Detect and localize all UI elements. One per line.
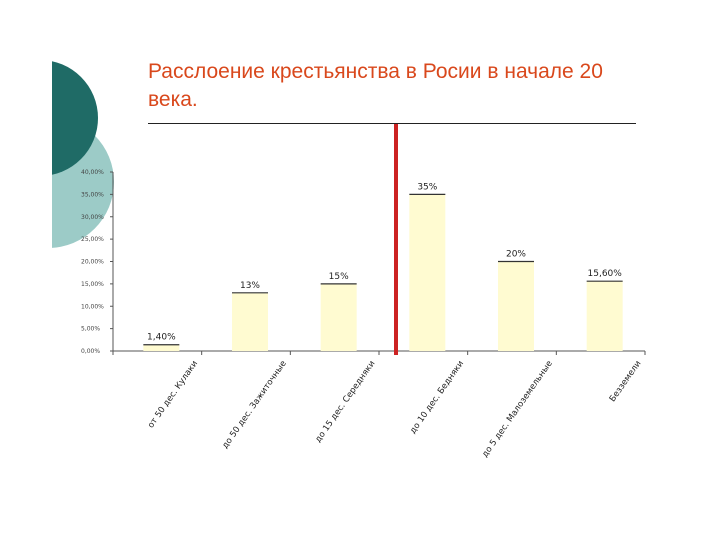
deco-circle-dark (52, 61, 98, 175)
y-tick-label: 15,00% (81, 281, 104, 288)
y-tick-label: 30,00% (81, 214, 104, 221)
y-tick-label: 20,00% (81, 259, 104, 266)
y-tick-label: 0,00% (81, 348, 100, 355)
bars (143, 193, 623, 351)
data-label: 15% (329, 272, 349, 282)
y-axis: 0,00% 5,00% 10,00% 15,00% 20,00% 25,00% 30,00%… (81, 169, 114, 355)
x-axis (112, 350, 646, 355)
y-tick-label: 10,00% (81, 303, 104, 310)
data-label: 1,40% (147, 333, 176, 343)
data-label: 13% (240, 281, 260, 291)
bar (232, 292, 268, 351)
data-label: 35% (417, 182, 437, 192)
bar (586, 281, 623, 351)
y-tick-label: 5,00% (81, 326, 100, 333)
y-tick-label: 25,00% (81, 236, 104, 243)
divider-line (394, 124, 398, 355)
bar (498, 261, 534, 351)
data-labels: 1,40% 13% 15% 35% 20% 15,60% (147, 182, 622, 342)
y-tick-label: 35,00% (81, 191, 104, 198)
bar (143, 344, 180, 351)
x-tick-label: до 15 дес. Середняки (313, 359, 377, 445)
x-tick-label: до 50 дес. Зажиточные (220, 359, 288, 451)
slide-title: Расслоение крестьянства в Росии в начале… (148, 60, 603, 111)
bar (320, 283, 357, 351)
x-tick-label: от 50 дес. Кулаки (146, 359, 200, 430)
x-tick-labels: от 50 дес. Кулаки до 50 дес. Зажиточные до… (146, 359, 643, 459)
x-tick-label: до 10 дес. Бедняки (408, 359, 466, 436)
data-label: 15,60% (588, 269, 623, 279)
bar (409, 194, 446, 351)
y-tick-label: 40,00% (81, 169, 104, 176)
x-tick-label: Безземели (608, 359, 644, 404)
data-label: 20% (506, 250, 526, 260)
title-underline (148, 123, 636, 124)
x-tick-label: до 5 дес. Малоземельные (480, 359, 554, 459)
